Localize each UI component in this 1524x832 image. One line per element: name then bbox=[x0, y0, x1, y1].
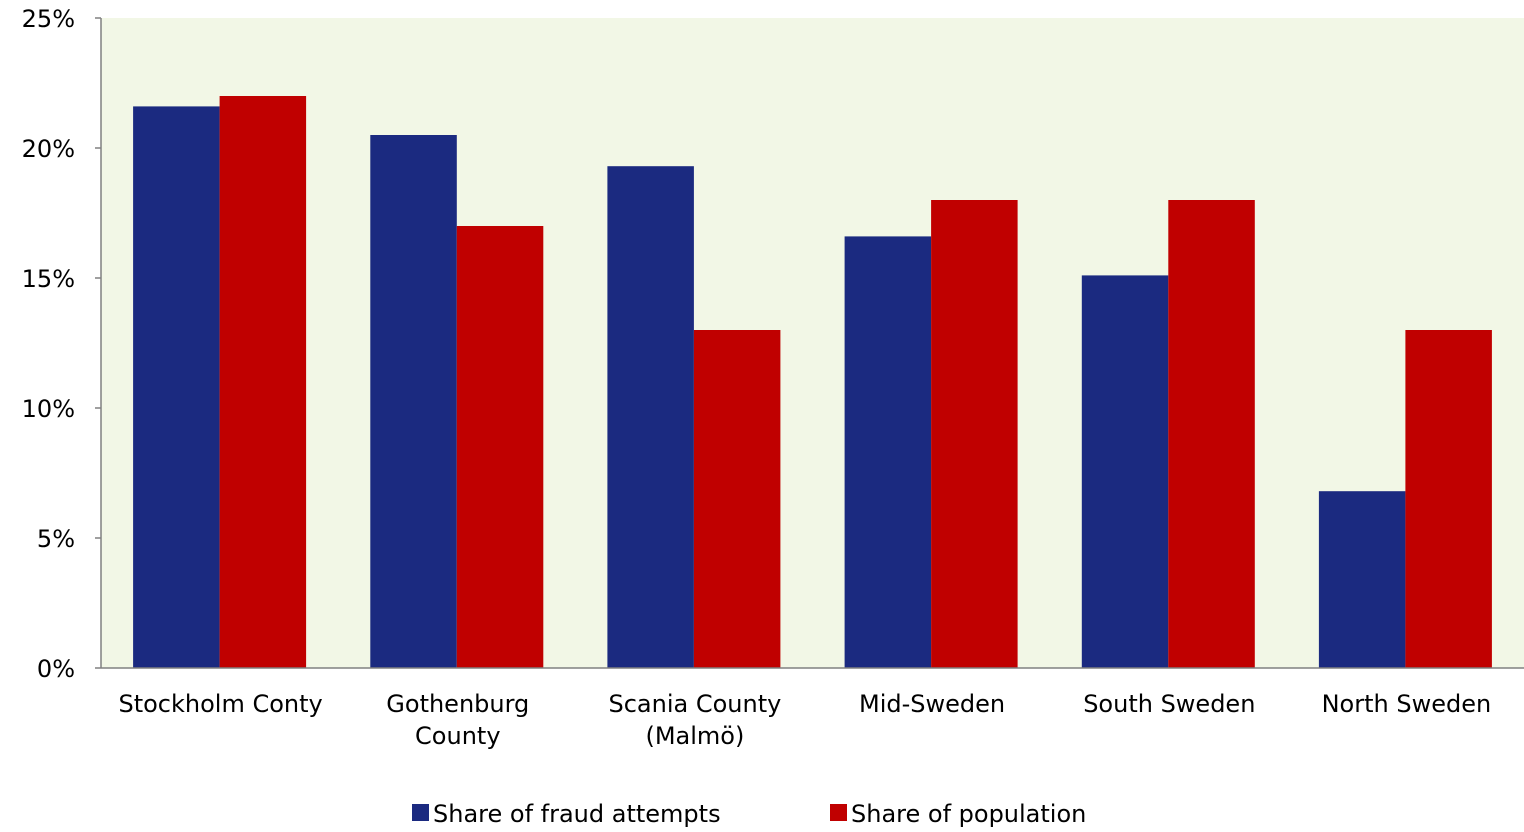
bar-series-2-category-1 bbox=[219, 96, 307, 668]
bar-series-1-category-6 bbox=[1318, 491, 1406, 668]
bar-series-1-category-4 bbox=[844, 236, 932, 668]
bar-series-2-category-5 bbox=[1168, 200, 1255, 668]
x-tick-label-line: (Malmö) bbox=[645, 722, 744, 750]
legend-label: Share of fraud attempts bbox=[433, 800, 721, 828]
x-tick-label-line: Stockholm Conty bbox=[118, 690, 322, 718]
x-tick-label-line: County bbox=[415, 722, 500, 750]
y-tick-label: 0% bbox=[37, 655, 75, 683]
bars-layer bbox=[133, 96, 1492, 668]
y-tick-labels: 0% 5% 10% 15% 20% 25% bbox=[22, 5, 75, 683]
y-tick-label: 10% bbox=[22, 395, 75, 423]
x-tick-label-line: North Sweden bbox=[1322, 690, 1492, 718]
x-tick-label: Gothenburg County bbox=[386, 690, 529, 750]
x-tick-label-line: Scania County bbox=[608, 690, 781, 718]
x-tick-label-line: South Sweden bbox=[1083, 690, 1255, 718]
y-tick-label: 20% bbox=[22, 135, 75, 163]
x-tick-labels: Stockholm Conty Gothenburg County Scania Co… bbox=[118, 690, 1491, 750]
x-tick-label: North Sweden bbox=[1322, 690, 1492, 718]
bar-series-2-category-6 bbox=[1405, 330, 1492, 668]
legend: Share of fraud attempts Share of populati… bbox=[412, 800, 1086, 828]
bar-series-1-category-1 bbox=[133, 106, 220, 668]
x-tick-label: Stockholm Conty bbox=[118, 690, 322, 718]
x-tick-label: Mid-Sweden bbox=[859, 690, 1005, 718]
x-tick-label: Scania County (Malmö) bbox=[608, 690, 781, 750]
legend-swatch bbox=[412, 804, 429, 821]
x-tick-label: South Sweden bbox=[1083, 690, 1255, 718]
legend-label: Share of population bbox=[851, 800, 1086, 828]
bar-series-1-category-2 bbox=[370, 135, 457, 668]
plot-background bbox=[101, 18, 1524, 668]
bar-series-1-category-3 bbox=[607, 166, 694, 668]
x-tick-label-line: Mid-Sweden bbox=[859, 690, 1005, 718]
axes-layer bbox=[95, 17, 1524, 669]
legend-item: Share of population bbox=[830, 800, 1086, 828]
bar-series-2-category-4 bbox=[931, 200, 1018, 668]
bar-series-2-category-2 bbox=[456, 226, 544, 668]
bar-series-1-category-5 bbox=[1081, 275, 1169, 668]
x-tick-label-line: Gothenburg bbox=[386, 690, 529, 718]
legend-item: Share of fraud attempts bbox=[412, 800, 721, 828]
y-tick-label: 15% bbox=[22, 265, 75, 293]
legend-swatch bbox=[830, 804, 847, 821]
y-tick-label: 25% bbox=[22, 5, 75, 33]
bar-series-2-category-3 bbox=[693, 330, 781, 668]
y-tick-label: 5% bbox=[37, 525, 75, 553]
